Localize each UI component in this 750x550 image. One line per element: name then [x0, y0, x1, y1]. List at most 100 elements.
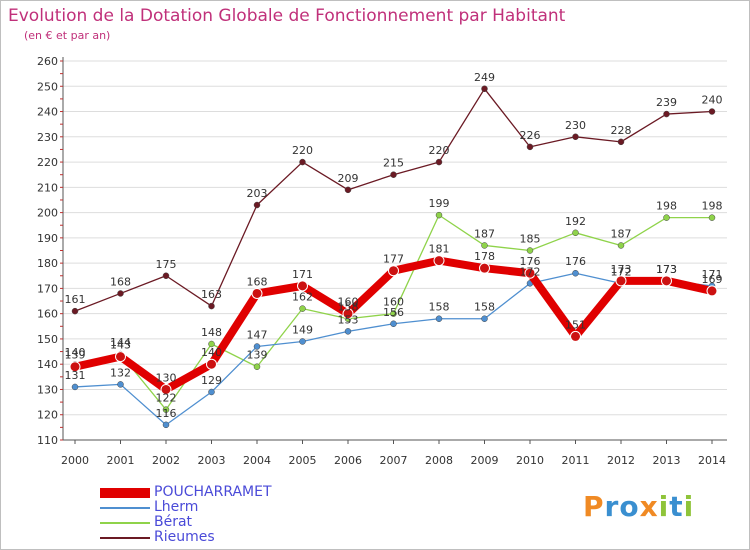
data-label: 148: [201, 326, 222, 339]
y-tick-label: 140: [37, 358, 58, 371]
data-label: 129: [201, 374, 222, 387]
data-point: [253, 363, 261, 370]
x-tick-label: 2009: [471, 454, 499, 467]
legend-swatch: [100, 488, 150, 498]
data-point: [570, 330, 581, 342]
data-label: 177: [383, 253, 404, 266]
proxiti-logo: Proxiti: [583, 490, 695, 523]
data-label: 163: [201, 288, 222, 301]
data-point: [526, 247, 534, 254]
data-label: 220: [429, 144, 450, 157]
chart-subtitle: (en € et par an): [24, 29, 111, 42]
data-point: [115, 351, 126, 363]
data-point: [435, 315, 443, 322]
data-point: [117, 290, 124, 297]
x-tick-label: 2003: [198, 454, 226, 467]
data-label: 187: [611, 227, 632, 240]
data-label: 199: [429, 197, 450, 210]
data-point: [435, 158, 443, 166]
data-point: [481, 242, 488, 249]
data-label: 173: [611, 263, 632, 276]
data-point: [572, 269, 579, 277]
legend-swatch: [100, 537, 150, 539]
data-label: 240: [702, 94, 723, 107]
data-label: 156: [383, 306, 404, 319]
data-point: [299, 338, 306, 345]
data-label: 140: [65, 346, 86, 359]
data-point: [206, 358, 217, 370]
data-label: 122: [156, 392, 177, 405]
data-label: 131: [65, 369, 86, 382]
x-tick-label: 2012: [607, 454, 635, 467]
y-tick-label: 260: [37, 55, 58, 68]
data-point: [71, 307, 79, 315]
x-tick-label: 2011: [562, 454, 590, 467]
x-tick-label: 2002: [152, 454, 180, 467]
data-point: [479, 262, 490, 274]
x-tick-label: 2013: [653, 454, 681, 467]
data-label: 149: [292, 323, 313, 336]
data-label: 198: [656, 200, 677, 213]
data-label: 158: [338, 301, 359, 314]
data-point: [572, 229, 579, 237]
y-tick-label: 200: [37, 207, 58, 220]
legend-label: Bérat: [154, 514, 193, 530]
data-point: [162, 272, 170, 280]
data-label: 153: [338, 313, 359, 326]
y-tick-label: 150: [37, 333, 58, 346]
data-point: [390, 310, 397, 317]
data-point: [160, 383, 172, 395]
data-label: 185: [520, 233, 541, 246]
data-label: 220: [292, 144, 313, 157]
data-label: 143: [110, 339, 131, 352]
x-tick-label: 2004: [243, 454, 271, 467]
legend-swatch: [100, 507, 150, 509]
data-point: [299, 158, 306, 166]
data-point: [526, 143, 534, 151]
legend-swatch: [100, 522, 150, 524]
data-point: [342, 308, 354, 320]
x-tick-label: 2014: [698, 454, 726, 467]
y-tick-label: 130: [37, 383, 58, 396]
y-tick-label: 110: [37, 434, 58, 447]
data-point: [344, 186, 352, 194]
data-label: 130: [156, 371, 177, 384]
data-point: [208, 388, 215, 396]
data-point: [481, 85, 488, 93]
data-label: 172: [611, 265, 632, 278]
y-tick-label: 180: [37, 257, 58, 270]
data-label: 176: [520, 255, 541, 268]
data-point: [706, 285, 718, 297]
data-point: [208, 302, 215, 310]
data-label: 151: [565, 318, 586, 331]
data-label: 249: [474, 71, 495, 84]
data-point: [481, 315, 488, 322]
data-label: 173: [656, 263, 677, 276]
data-point: [297, 280, 308, 292]
y-tick-label: 220: [37, 156, 58, 169]
plot-area: [63, 61, 727, 440]
data-label: 161: [65, 293, 86, 306]
data-label: 139: [65, 349, 86, 362]
data-label: 178: [474, 250, 495, 263]
data-label: 215: [383, 157, 404, 170]
y-tick-label: 120: [37, 409, 58, 422]
data-point: [661, 275, 672, 287]
data-label: 198: [702, 200, 723, 213]
y-tick-label: 190: [37, 232, 58, 245]
data-label: 139: [247, 349, 268, 362]
data-label: 226: [520, 129, 541, 142]
data-label: 116: [156, 407, 177, 420]
x-tick-label: 2010: [516, 454, 544, 467]
data-point: [390, 320, 397, 328]
data-label: 172: [520, 265, 541, 278]
data-label: 158: [429, 301, 450, 314]
data-label: 132: [110, 366, 131, 379]
data-point: [162, 406, 170, 413]
data-label: 176: [565, 255, 586, 268]
data-point: [299, 305, 306, 312]
data-label: 171: [702, 268, 723, 281]
data-point: [162, 421, 170, 429]
data-label: 144: [110, 336, 131, 349]
